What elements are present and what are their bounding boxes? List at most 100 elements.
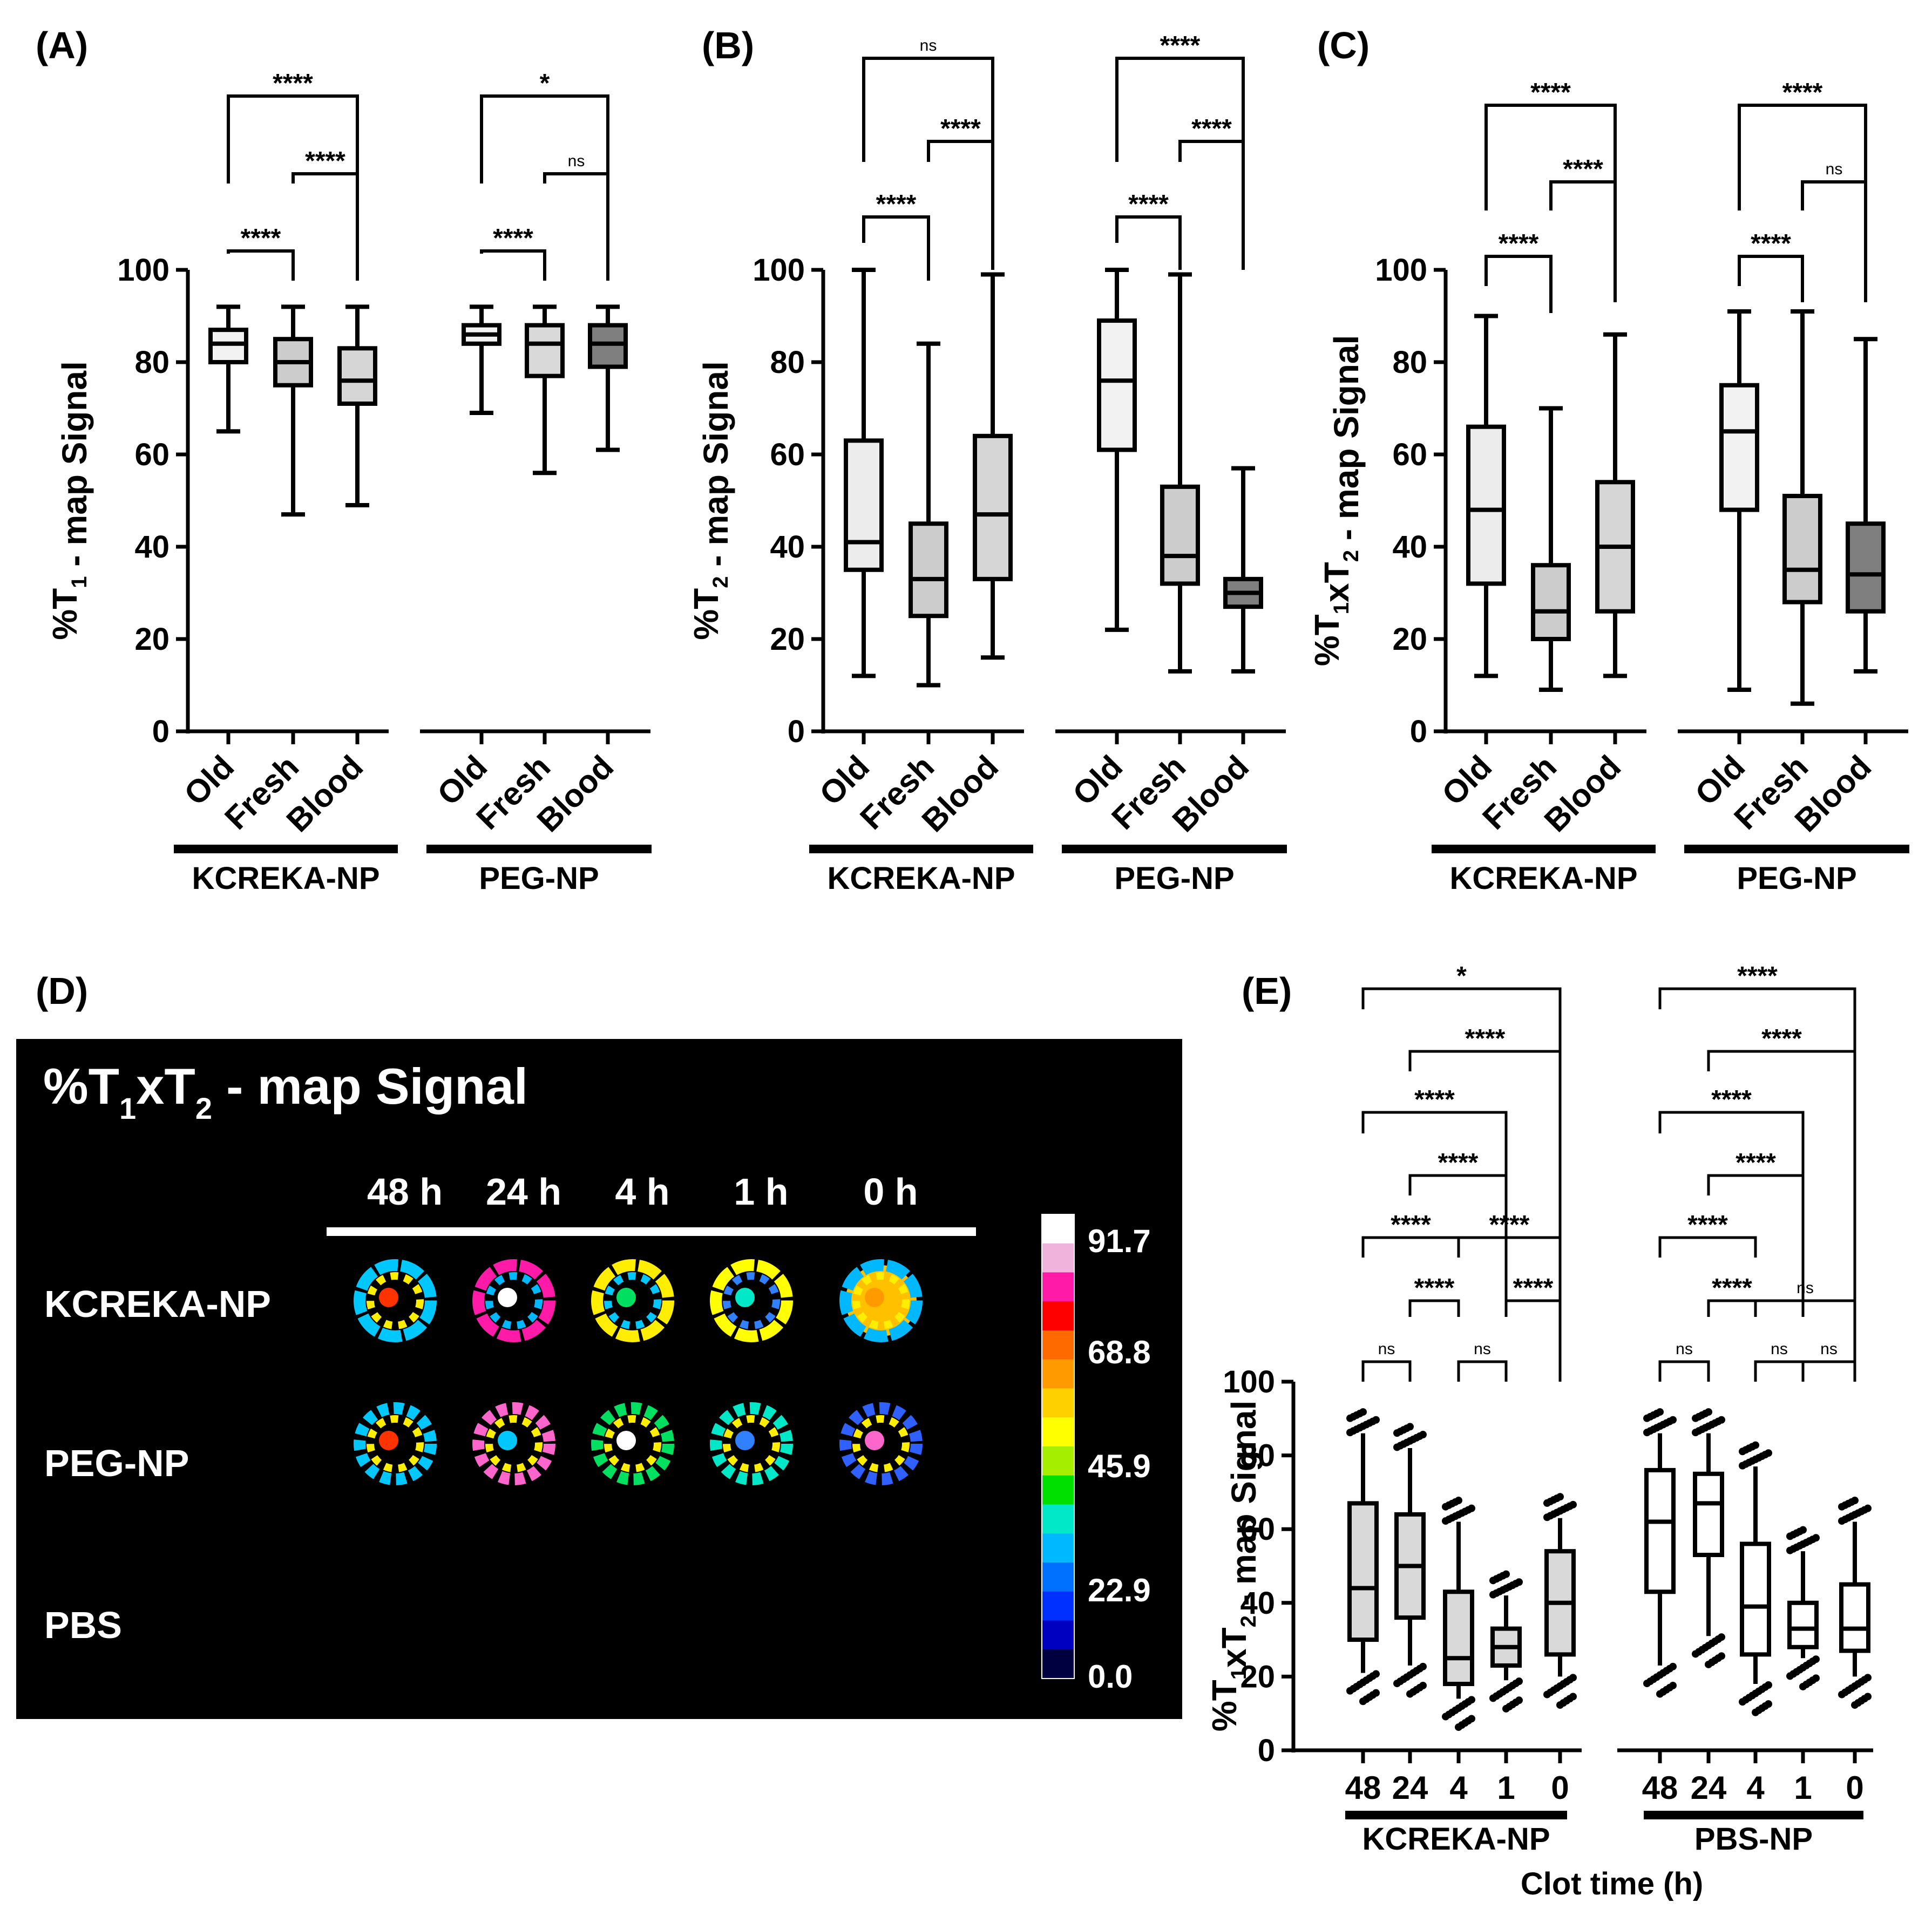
y-tick-label: 60 <box>770 437 805 472</box>
significance-bracket <box>1504 1299 1562 1382</box>
significance-bracket <box>543 172 609 281</box>
map-thumbnail-core <box>865 1431 884 1450</box>
data-point <box>1799 1526 1807 1534</box>
significance-label: **** <box>1530 78 1571 107</box>
significance-label: **** <box>1737 962 1778 990</box>
y-axis-label: %T2 - map Signal <box>687 361 735 640</box>
data-point <box>1752 1441 1759 1449</box>
map-thumbnail-core <box>498 1431 517 1450</box>
map-thumbnail-inner <box>723 1415 780 1472</box>
significance-bracket <box>1707 1299 1757 1317</box>
ylabel-subscript: 1 <box>1227 1668 1251 1680</box>
map-row-label: KCREKA-NP <box>44 1283 271 1325</box>
map-thumbnail-core <box>379 1431 398 1450</box>
x-tick-label: 4 <box>1746 1770 1765 1806</box>
box <box>1839 1582 1870 1653</box>
ylabel-part: % <box>45 609 84 640</box>
significance-bracket <box>1801 180 1867 302</box>
significance-bracket <box>1178 140 1245 270</box>
ylabel-part: T <box>45 588 84 609</box>
y-tick-label: 0 <box>1410 714 1427 749</box>
y-tick-label: 80 <box>1392 345 1427 380</box>
data-point <box>1406 1423 1414 1431</box>
map-thumbnail <box>354 1259 437 1342</box>
map-title: %T1xT2 - map Signal <box>43 1058 528 1125</box>
box <box>1531 563 1571 641</box>
significance-bracket <box>1361 987 1562 1382</box>
significance-label: **** <box>1513 1274 1554 1302</box>
ylabel-subscript: 1 <box>67 576 91 588</box>
title-subscript: 2 <box>195 1091 212 1125</box>
y-tick-label: 0 <box>1258 1733 1275 1768</box>
data-point <box>1705 1660 1712 1668</box>
colorbar-segment <box>1042 1243 1074 1273</box>
map-thumbnail-core <box>379 1288 398 1307</box>
map-column-label: 4 h <box>615 1171 669 1213</box>
ylabel-part: - map Signal <box>1224 1401 1263 1615</box>
significance-bracket <box>1457 1360 1508 1382</box>
map-thumbnail-inner <box>367 1272 424 1329</box>
significance-label: **** <box>1563 155 1603 184</box>
significance-bracket <box>1115 215 1182 270</box>
ylabel-part: T <box>1307 614 1346 635</box>
significance-label: **** <box>1761 1024 1802 1053</box>
box <box>1443 1589 1474 1687</box>
significance-bracket <box>862 215 930 281</box>
data-point <box>1669 1416 1677 1424</box>
data-point <box>1372 1416 1380 1424</box>
colorbar-segment <box>1042 1649 1074 1679</box>
colorbar-segment <box>1042 1591 1074 1621</box>
group-bar <box>1432 845 1656 853</box>
map-row-label: PEG-NP <box>44 1442 189 1484</box>
significance-bracket <box>1658 987 1856 1382</box>
significance-label: **** <box>1391 1211 1431 1239</box>
colorbar-tick-label: 68.8 <box>1088 1334 1151 1370</box>
significance-label: **** <box>1687 1211 1728 1239</box>
box <box>909 521 948 619</box>
data-point <box>1739 1698 1746 1706</box>
map-row-label: PBS <box>44 1604 122 1646</box>
significance-label: **** <box>1465 1024 1506 1053</box>
map-thumbnail-inner <box>723 1272 780 1329</box>
data-point <box>1442 1713 1449 1721</box>
data-point <box>1812 1534 1820 1542</box>
group-bar <box>174 845 398 853</box>
significance-bracket <box>1115 57 1245 270</box>
group-label: KCREKA-NP <box>192 861 380 896</box>
colorbar-segment <box>1042 1446 1074 1476</box>
significance-bracket <box>1738 104 1867 302</box>
x-axis-label: Clot time (h) <box>1521 1866 1703 1901</box>
data-point <box>1705 1408 1712 1416</box>
significance-bracket <box>480 94 609 281</box>
data-point <box>1455 1497 1462 1505</box>
colorbar-tick-label: 22.9 <box>1088 1572 1151 1608</box>
box <box>1466 424 1506 586</box>
significance-bracket <box>1801 1360 1856 1382</box>
map-column-label: 48 h <box>367 1171 443 1213</box>
significance-bracket <box>1754 1360 1805 1382</box>
data-point <box>1455 1723 1462 1731</box>
data-point <box>1692 1650 1699 1658</box>
significance-label: **** <box>1712 1274 1752 1302</box>
ylabel-subscript: 2 <box>1339 550 1363 562</box>
data-point <box>1489 1694 1497 1702</box>
map-thumbnail <box>591 1402 674 1485</box>
ylabel-part: T <box>1317 562 1356 583</box>
significance-label: **** <box>940 114 981 143</box>
map-thumbnail-core <box>735 1288 755 1307</box>
map-thumbnail <box>710 1259 793 1342</box>
data-point <box>1864 1504 1872 1512</box>
significance-bracket <box>1484 255 1553 313</box>
box <box>1846 521 1886 614</box>
map-thumbnail-core <box>616 1288 636 1307</box>
map-thumbnail-inner <box>852 1272 910 1329</box>
map-thumbnail-inner <box>852 1415 910 1472</box>
group-bar <box>1062 845 1287 853</box>
colorbar-segment <box>1042 1330 1074 1360</box>
significance-label: ns <box>1797 1279 1814 1297</box>
y-tick-label: 0 <box>788 714 805 749</box>
map-thumbnail-inner <box>604 1415 661 1472</box>
significance-bracket <box>1457 1236 1562 1382</box>
